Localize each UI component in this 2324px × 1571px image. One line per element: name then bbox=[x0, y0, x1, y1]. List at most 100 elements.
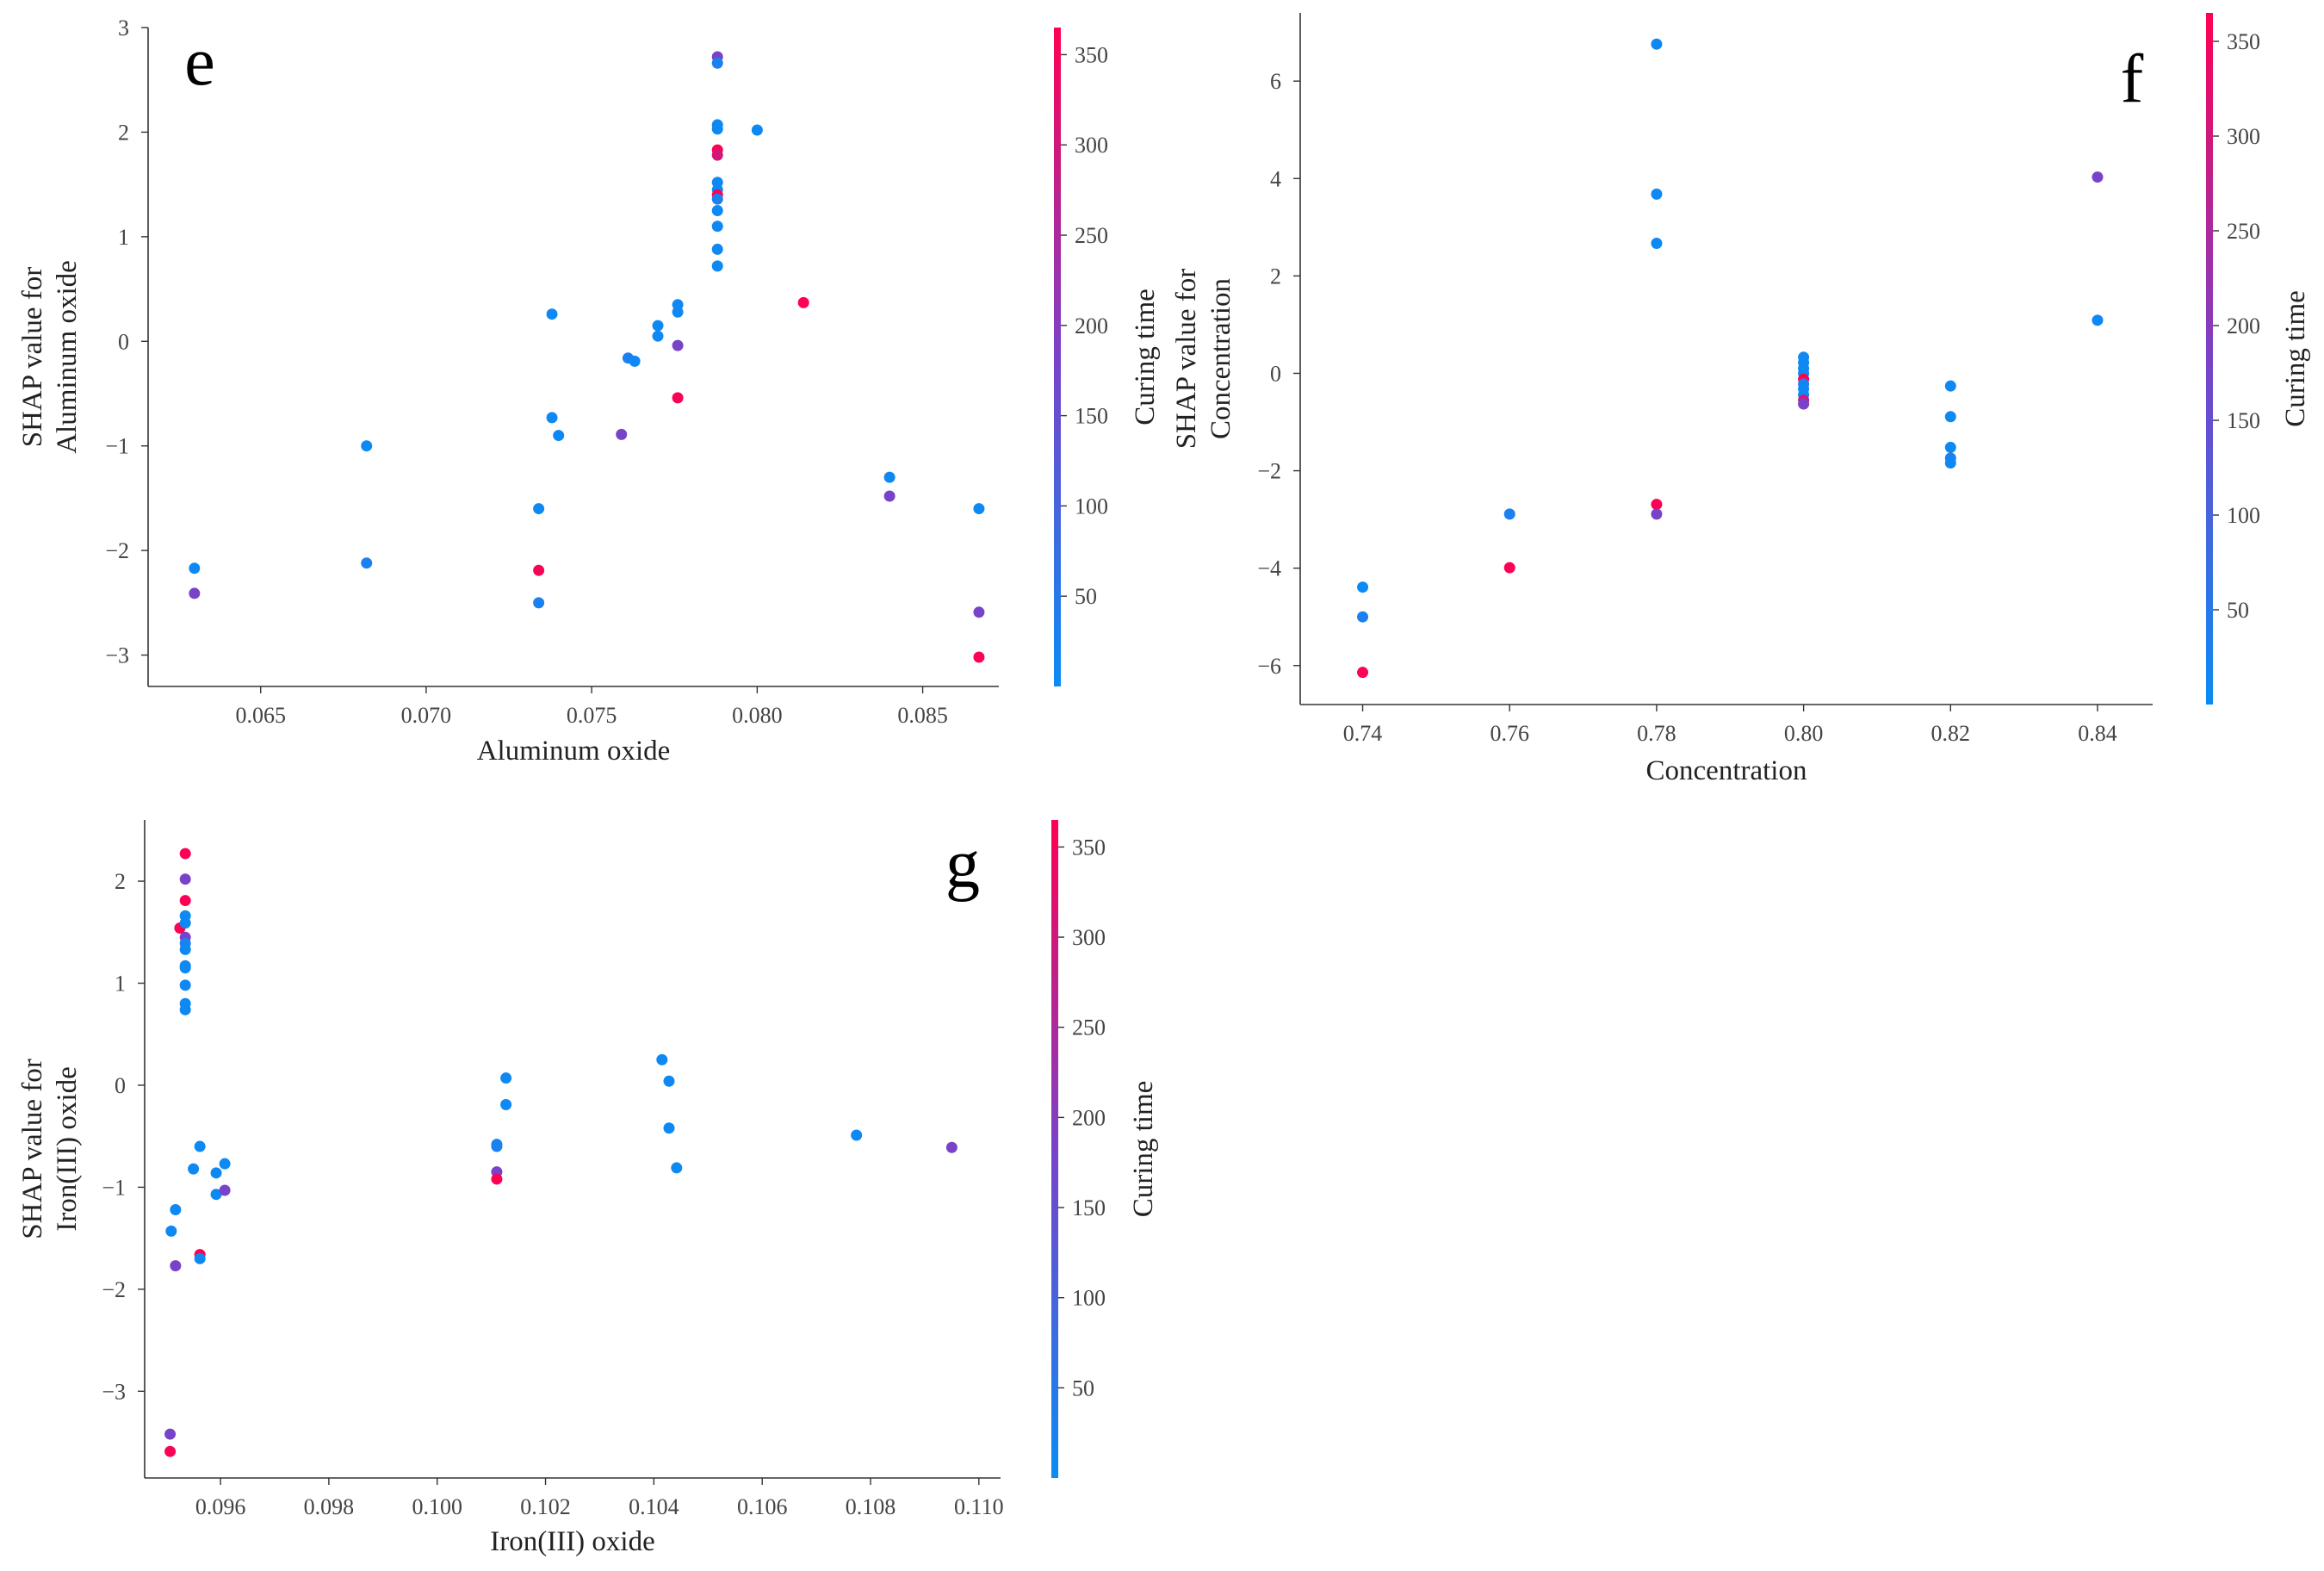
data-point bbox=[711, 57, 723, 69]
colorbar-title: Curing time bbox=[2280, 290, 2311, 427]
y-axis-title-line: Concentration bbox=[1205, 278, 1236, 439]
y-tick-label: 0 bbox=[1270, 361, 1281, 386]
colorbar-tick-label: 100 bbox=[1072, 1286, 1106, 1311]
data-point bbox=[751, 124, 763, 136]
data-point bbox=[1651, 188, 1663, 200]
y-axis-title-line: Iron(III) oxide bbox=[52, 1066, 83, 1232]
colorbar-tick-label: 300 bbox=[1072, 925, 1106, 950]
y-tick-label: 1 bbox=[115, 972, 126, 997]
y-tick-label: 6 bbox=[1270, 69, 1281, 94]
x-tick-label: 0.085 bbox=[897, 703, 948, 728]
data-point bbox=[533, 597, 545, 609]
y-tick-label: 2 bbox=[1270, 264, 1281, 289]
data-point bbox=[361, 440, 373, 452]
colorbar-tick-label: 100 bbox=[2227, 503, 2260, 528]
data-point bbox=[500, 1098, 512, 1110]
data-point bbox=[672, 306, 684, 318]
data-point bbox=[2092, 314, 2104, 326]
y-tick-label: 1 bbox=[118, 225, 129, 250]
colorbar-title: Curing time bbox=[1130, 289, 1161, 425]
data-point bbox=[711, 220, 723, 233]
data-point bbox=[656, 1053, 668, 1065]
panel-letter: e bbox=[184, 24, 215, 100]
y-axis-title-line: SHAP value for bbox=[1171, 269, 1202, 450]
x-axis-title: Iron(III) oxide bbox=[490, 1526, 655, 1557]
x-tick-label: 0.102 bbox=[520, 1494, 571, 1519]
x-tick-label: 0.098 bbox=[304, 1494, 355, 1519]
y-tick-label: −3 bbox=[105, 643, 129, 668]
x-tick-label: 0.84 bbox=[2078, 721, 2117, 746]
data-point bbox=[500, 1072, 512, 1084]
colorbar-tick-label: 300 bbox=[1075, 133, 1108, 158]
data-point bbox=[652, 320, 664, 332]
data-point bbox=[711, 243, 723, 255]
colorbar-tick-label: 250 bbox=[1072, 1015, 1106, 1040]
data-point bbox=[711, 193, 723, 205]
data-point bbox=[797, 296, 809, 308]
data-point bbox=[179, 917, 191, 929]
colorbar-tick-label: 350 bbox=[2227, 29, 2260, 54]
x-tick-label: 0.080 bbox=[732, 703, 783, 728]
data-point bbox=[1357, 667, 1369, 679]
data-point bbox=[164, 1445, 177, 1457]
panel-letter: f bbox=[2121, 41, 2144, 117]
chart-panel-g: 0.096 0.098 0.100 0.102 0.104 0.106 0.108 0.110… bbox=[17, 820, 1159, 1557]
x-tick-label: 0.110 bbox=[954, 1494, 1004, 1519]
colorbar-tick-label: 150 bbox=[2227, 408, 2260, 433]
colorbar-tick-label: 200 bbox=[1072, 1105, 1106, 1130]
data-point bbox=[711, 123, 723, 135]
data-point bbox=[883, 490, 896, 502]
data-point bbox=[491, 1173, 503, 1185]
y-tick-label: 0 bbox=[115, 1073, 126, 1098]
colorbar-tick-label: 350 bbox=[1072, 835, 1106, 860]
x-tick-label: 0.096 bbox=[195, 1494, 246, 1519]
data-point bbox=[883, 471, 896, 483]
data-point bbox=[1651, 237, 1663, 249]
colorbar-tick-label: 100 bbox=[1075, 494, 1108, 518]
y-tick-label: −3 bbox=[102, 1379, 126, 1404]
data-point bbox=[533, 503, 545, 515]
y-tick-label: 4 bbox=[1270, 166, 1281, 191]
data-point bbox=[663, 1122, 675, 1134]
x-tick-label: 0.78 bbox=[1637, 721, 1676, 746]
x-tick-label: 0.106 bbox=[737, 1494, 788, 1519]
data-point bbox=[1651, 508, 1663, 520]
colorbar-tick-label: 150 bbox=[1075, 404, 1108, 429]
data-point bbox=[179, 1003, 191, 1015]
data-point bbox=[170, 1203, 182, 1215]
data-point bbox=[652, 330, 664, 342]
y-tick-label: −2 bbox=[105, 538, 129, 563]
colorbar-tick-label: 50 bbox=[1072, 1375, 1094, 1400]
colorbar-title: Curing time bbox=[1128, 1081, 1159, 1218]
colorbar-tick-label: 250 bbox=[1075, 223, 1108, 248]
y-tick-label: −1 bbox=[105, 434, 129, 459]
x-tick-label: 0.108 bbox=[846, 1494, 896, 1519]
data-point bbox=[1651, 499, 1663, 511]
y-axis-title-line: Aluminum oxide bbox=[52, 260, 83, 454]
data-point bbox=[533, 564, 545, 576]
data-point bbox=[711, 260, 723, 272]
data-point bbox=[1503, 562, 1515, 574]
data-point bbox=[165, 1225, 177, 1237]
data-point bbox=[851, 1129, 863, 1141]
colorbar-tick-label: 50 bbox=[1075, 584, 1097, 609]
colorbar bbox=[1054, 28, 1061, 686]
data-point bbox=[179, 943, 191, 955]
data-point bbox=[1944, 411, 1956, 423]
x-tick-label: 0.100 bbox=[412, 1494, 462, 1519]
data-point bbox=[553, 430, 565, 442]
y-tick-label: 2 bbox=[115, 869, 126, 894]
y-tick-label: −1 bbox=[102, 1175, 126, 1200]
y-axis-title-line: SHAP value for bbox=[17, 267, 48, 448]
data-point bbox=[219, 1158, 231, 1170]
data-point bbox=[1944, 457, 1956, 469]
data-point bbox=[1503, 508, 1515, 520]
colorbar-tick-label: 200 bbox=[2227, 314, 2260, 338]
data-point bbox=[973, 651, 985, 663]
data-point bbox=[663, 1075, 675, 1087]
x-axis-title: Aluminum oxide bbox=[477, 736, 671, 767]
data-point bbox=[1357, 581, 1369, 593]
data-point bbox=[179, 873, 191, 885]
data-point bbox=[672, 339, 684, 351]
data-point bbox=[361, 557, 373, 569]
